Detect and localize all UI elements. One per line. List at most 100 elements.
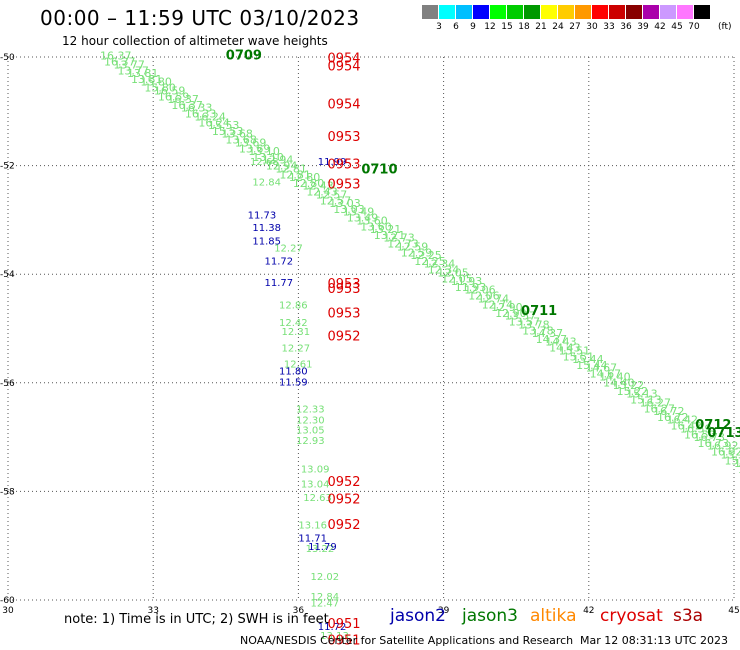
color-scale-unit: (ft) (718, 22, 732, 32)
swh-label-diagonal-shadow: 12.81 (279, 168, 311, 181)
swh-label-diagonal: 12.05 (437, 266, 469, 279)
swh-label-diagonal: 15.80 (140, 76, 172, 89)
swh-label-vertical: 13.05 (296, 425, 325, 436)
color-scale-tick: 3 (436, 22, 442, 32)
swh-label-diagonal-shadow: 12.34 (428, 264, 460, 277)
swh-label-diagonal-shadow: 15.13 (630, 394, 662, 407)
pass-time-label-green: 0712 (695, 418, 731, 433)
swh-label-diagonal-shadow: 14.37 (536, 333, 568, 346)
legend-altika: altika (530, 606, 577, 626)
swh-label-diagonal-shadow: 14.67 (590, 368, 622, 381)
swh-label-jason2: 11.72 (265, 256, 294, 267)
pass-time-label-red: 0954 (327, 60, 360, 75)
color-scale-bar (422, 5, 711, 19)
swh-label-diagonal: 11.93 (451, 275, 483, 288)
color-swatch (592, 5, 609, 19)
pass-time-label-red: 0952 (327, 492, 360, 507)
lon-tick-label: 30 (2, 606, 14, 616)
swh-label-jason2: 11.80 (279, 367, 308, 378)
swh-label-diagonal-shadow: 16.92 (711, 446, 740, 459)
pass-time-label-red: 0951 (327, 617, 360, 632)
pass-time-label-red: 0953 (327, 130, 360, 145)
swh-label-diagonal-shadow: 15.01 (738, 463, 740, 476)
swh-label-jason2: 11.73 (248, 210, 277, 221)
lon-tick-label: 42 (583, 606, 594, 616)
color-scale-tick: 36 (620, 22, 632, 32)
footnote: note: 1) Time is in UTC; 2) SWH is in fe… (64, 612, 329, 627)
swh-label-diagonal-shadow: 16.59 (684, 428, 716, 441)
lon-tick-label: 45 (728, 606, 739, 616)
swh-label-diagonal: 14.67 (586, 362, 618, 375)
pass-time-label-red: 0953 (327, 177, 360, 192)
swh-label-diagonal-shadow: 16.42 (671, 420, 703, 433)
swh-label-diagonal: 15.51 (559, 344, 591, 357)
swh-label-diagonal: 15.01 (734, 457, 740, 470)
swh-label-diagonal-shadow: 15.53 (212, 125, 244, 138)
swh-label-diagonal-shadow: 16.37 (104, 56, 135, 69)
swh-label-vertical: 12.27 (281, 343, 310, 354)
pass-time-label-green: 0710 (361, 163, 397, 178)
legend-s3a: s3a (673, 606, 704, 626)
color-swatch (677, 5, 694, 19)
swh-label-diagonal-shadow: 15.51 (563, 350, 595, 363)
swh-label-diagonal: 16.37 (100, 50, 131, 63)
lon-tick-label: 33 (147, 606, 158, 616)
swh-label-diagonal: 16.73 (694, 431, 726, 444)
swh-label-vertical: 13.09 (301, 464, 330, 475)
legend-jason2: jason2 (390, 606, 446, 626)
lon-tick-label: 39 (438, 606, 450, 616)
swh-label-diagonal: 16.27 (640, 396, 672, 409)
swh-label-diagonal: 13.57 (505, 310, 537, 323)
color-swatch (660, 5, 677, 19)
swh-label-diagonal: 15.44 (572, 353, 604, 366)
swh-label-diagonal-shadow: 13.60 (360, 220, 392, 233)
swh-label-diagonal-shadow: 12.57 (320, 194, 352, 207)
pass-time-label-red: 0953 (327, 282, 360, 297)
swh-label-diagonal: 12.57 (316, 188, 348, 201)
color-swatch (626, 5, 643, 19)
map-title: 00:00 – 11:59 UTC 03/10/2023 (40, 6, 360, 30)
swh-label-diagonal-shadow: 13.69 (239, 142, 271, 155)
swh-label-diagonal: 13.78 (518, 318, 550, 331)
swh-label-vertical: 13.22 (306, 544, 335, 555)
color-swatch (694, 5, 711, 19)
color-swatch (490, 5, 507, 19)
swh-label-vertical: 13.04 (301, 480, 330, 491)
color-swatch (643, 5, 660, 19)
swh-label-diagonal: 13.81 (127, 67, 159, 80)
swh-label-diagonal: 12.73 (383, 232, 415, 245)
swh-label-diagonal: 13.49 (343, 206, 375, 219)
swh-label-diagonal-shadow: 16.72 (657, 411, 689, 424)
color-scale-tick: 45 (671, 22, 683, 32)
swh-label-diagonal-shadow: 11.93 (455, 281, 487, 294)
swh-label-diagonal-shadow: 12.94 (266, 160, 298, 173)
color-scale-tick: 24 (552, 22, 564, 32)
pass-time-label-green: 0713 (707, 426, 740, 441)
color-scale-tick: 42 (654, 22, 666, 32)
swh-label-diagonal-shadow: 16.59 (158, 90, 190, 103)
swh-label-diagonal: 13.68 (221, 128, 253, 141)
lat-tick-label: -50 (0, 53, 15, 63)
swh-label-diagonal-shadow: 15.80 (144, 82, 176, 95)
pass-time-label-red: 0952 (327, 518, 360, 533)
swh-label-diagonal-shadow: 16.37 (171, 99, 203, 112)
swh-label-diagonal: 16.92 (707, 440, 739, 453)
swh-label-diagonal: 12.74 (478, 292, 510, 305)
swh-label-diagonal: 12.06 (464, 284, 496, 297)
color-scale-tick: 6 (453, 22, 459, 32)
swh-label-jason2: 11.71 (298, 533, 327, 544)
swh-label-diagonal-shadow: 16.27 (644, 402, 676, 415)
swh-label-diagonal: 12.59 (397, 240, 429, 253)
swh-label-diagonal: 13.21 (370, 223, 402, 236)
color-scale-tick: 15 (501, 22, 513, 32)
swh-label-diagonal: 13.69 (235, 136, 267, 149)
swh-label-jason2: 11.72 (318, 622, 347, 633)
lat-tick-label: -60 (0, 596, 15, 606)
swh-label-diagonal: 12.25 (410, 249, 442, 262)
color-swatch (456, 5, 473, 19)
swh-label-vertical: 12.33 (296, 405, 325, 416)
swh-label-diagonal: 13.03 (329, 197, 361, 210)
swh-label-vertical: 12.84 (252, 178, 281, 189)
swh-label-diagonal-shadow: 14.43 (549, 342, 581, 355)
